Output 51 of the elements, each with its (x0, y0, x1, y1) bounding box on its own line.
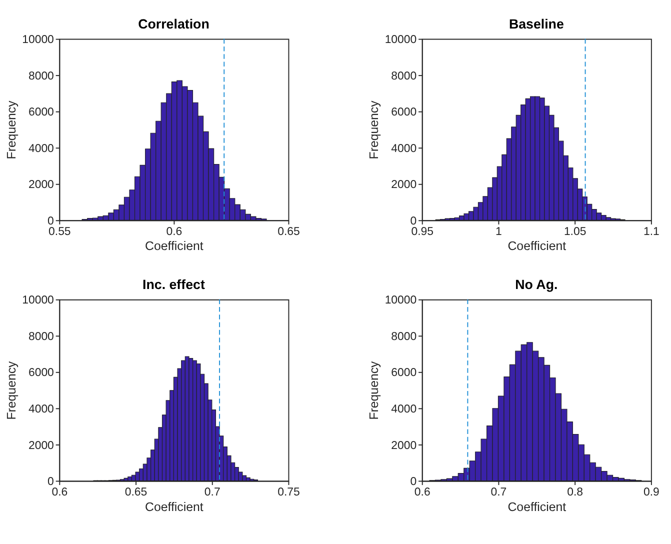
x-tick-label: 0.6 (414, 486, 430, 499)
x-tick-label: 1 (496, 226, 502, 238)
y-tick-label: 6000 (391, 367, 417, 380)
x-tick-label: 0.7 (490, 486, 507, 499)
y-tick-label: 4000 (391, 403, 417, 416)
y-axis-title: Frequency (367, 100, 382, 160)
y-tick-label: 0 (410, 476, 417, 488)
y-tick-label: 8000 (28, 70, 54, 82)
y-tick-label: 6000 (28, 367, 54, 380)
y-tick-label: 4000 (391, 142, 417, 155)
y-tick-label: 2000 (391, 440, 417, 452)
x-tick-label: 1.05 (564, 226, 586, 238)
y-tick-label: 0 (48, 215, 54, 228)
y-tick-label: 10000 (384, 294, 417, 307)
x-tick-label: 0.6 (52, 486, 68, 499)
x-axis-title: Coefficient (508, 239, 567, 254)
x-tick-label: 0.6 (166, 226, 182, 238)
y-tick-label: 4000 (28, 142, 54, 155)
y-tick-label: 0 (410, 215, 417, 228)
x-tick-label: 0.55 (48, 226, 71, 238)
x-axis-title: Coefficient (508, 500, 567, 514)
chart-title: No Ag. (515, 276, 558, 292)
x-tick-label: 0.65 (278, 226, 300, 238)
y-axis-title: Frequency (367, 360, 382, 420)
x-tick-label: 0.8 (567, 486, 584, 499)
y-tick-label: 8000 (28, 330, 54, 343)
y-tick-label: 10000 (22, 34, 54, 46)
y-axis-title: Frequency (4, 100, 18, 160)
x-axis-title: Coefficient (145, 500, 204, 514)
y-tick-label: 4000 (28, 403, 54, 416)
y-tick-label: 6000 (391, 106, 417, 119)
y-tick-label: 0 (48, 476, 54, 488)
x-tick-label: 1.1 (643, 226, 660, 238)
y-tick-label: 8000 (391, 70, 417, 82)
chart-title: Inc. effect (142, 276, 206, 292)
y-tick-label: 8000 (391, 330, 417, 343)
y-tick-label: 10000 (384, 34, 417, 46)
x-tick-label: 0.7 (204, 486, 220, 499)
y-tick-label: 2000 (28, 179, 54, 192)
x-tick-label: 0.75 (278, 486, 300, 499)
x-axis-title: Coefficient (145, 239, 204, 254)
x-tick-label: 0.9 (643, 486, 660, 499)
x-tick-label: 0.95 (411, 226, 434, 238)
y-axis-title: Frequency (4, 360, 18, 420)
y-tick-label: 2000 (28, 440, 54, 452)
y-tick-label: 10000 (22, 294, 54, 307)
y-tick-label: 6000 (28, 106, 54, 119)
chart-title: Correlation (138, 16, 210, 32)
chart-title: Baseline (508, 16, 564, 32)
y-tick-label: 2000 (391, 179, 417, 192)
x-tick-label: 0.65 (124, 486, 148, 499)
